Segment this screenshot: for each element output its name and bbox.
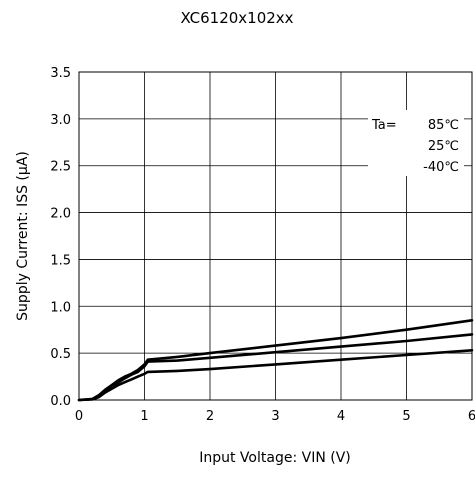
x-tick-label: 2	[206, 409, 214, 424]
x-tick-label: 6	[468, 409, 475, 424]
legend-item-25c: 25℃	[428, 139, 459, 154]
chart-title: XC6120x102xx	[180, 9, 293, 27]
y-tick-label: 0.0	[50, 394, 71, 409]
y-tick-label: 2.5	[50, 160, 71, 175]
y-axis-label: Supply Current: ISS (μA)	[15, 151, 31, 321]
y-tick-label: 1.5	[50, 253, 71, 268]
plot-frame	[78, 71, 473, 401]
data-series-group	[77, 318, 474, 402]
x-tick-label: 4	[337, 409, 345, 424]
x-axis-label: Input Voltage: VIN (V)	[199, 450, 351, 466]
x-tick-label: 1	[140, 409, 148, 424]
y-tick-label: 3.5	[50, 66, 71, 81]
series-line-minus-40c	[77, 348, 474, 402]
x-tick-label: 0	[75, 409, 83, 424]
y-tick-label: 0.5	[50, 347, 71, 362]
legend: Ta= 85℃ 25℃ -40℃	[368, 110, 464, 176]
x-tick-label: 5	[402, 409, 410, 424]
legend-background	[368, 110, 464, 176]
legend-item-85c: 85℃	[428, 118, 459, 133]
y-tick-label: 1.0	[50, 300, 71, 315]
y-tick-label: 2.0	[50, 207, 71, 222]
legend-item-minus-40c: -40℃	[423, 160, 459, 175]
x-axis-ticks: 0 1 2 3 4 5 6	[75, 409, 475, 424]
y-tick-label: 3.0	[50, 113, 71, 128]
y-axis-ticks: 0.0 0.5 1.0 1.5 2.0 2.5 3.0 3.5	[50, 66, 71, 409]
x-tick-label: 3	[271, 409, 279, 424]
legend-prefix: Ta=	[371, 118, 397, 133]
